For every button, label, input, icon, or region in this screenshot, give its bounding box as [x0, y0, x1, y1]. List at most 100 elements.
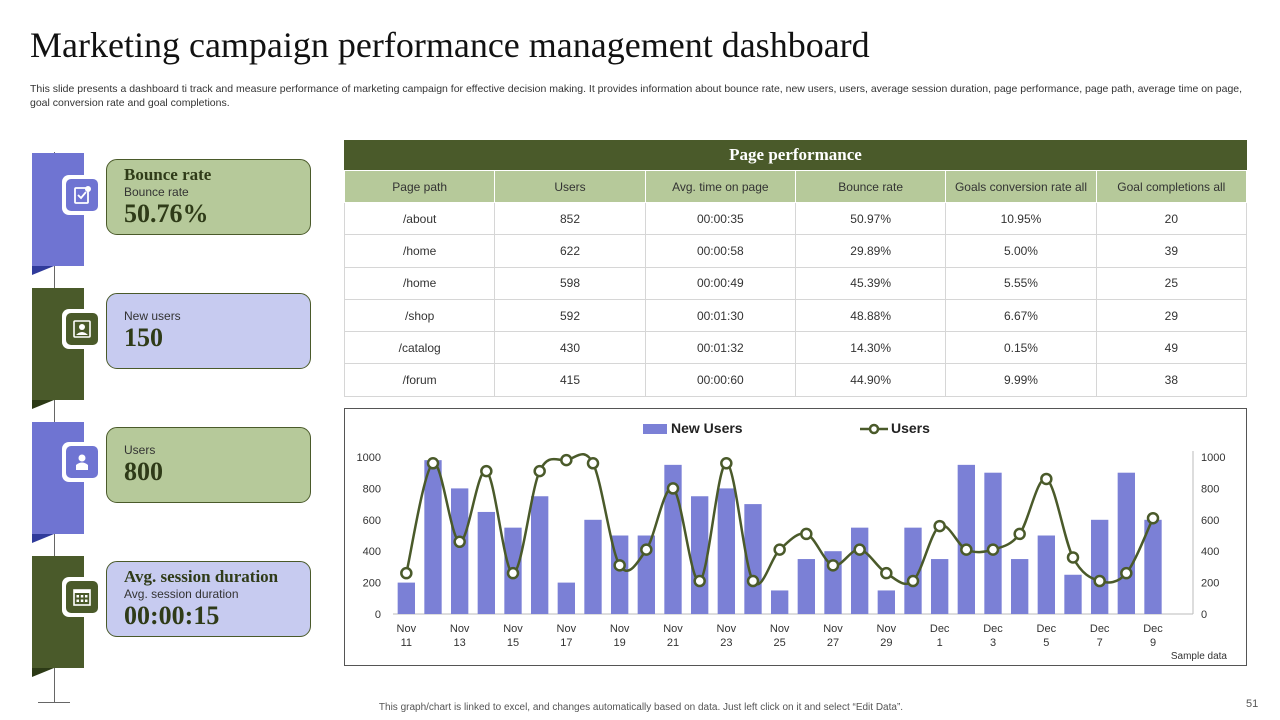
kpi-band-tip-3 [32, 534, 54, 543]
y2-tick-label: 400 [1201, 546, 1219, 558]
table-cell: /home [343, 266, 496, 300]
line-point [560, 453, 573, 467]
bar [797, 559, 815, 614]
table-cell: 430 [494, 331, 646, 365]
table-cell: 14.30% [794, 331, 947, 365]
line-point [586, 457, 600, 470]
page-number: 51 [1246, 698, 1259, 710]
calendar-grid-icon [62, 577, 102, 617]
bar [984, 472, 1002, 614]
x-tick-label: Nov [557, 623, 577, 635]
kpi-label: Bounce rate [124, 185, 189, 199]
sample-data-note: Sample data [1171, 651, 1228, 662]
table-cell: 00:00:35 [644, 201, 796, 236]
line-point [1093, 574, 1106, 588]
line-point [1040, 472, 1053, 486]
bar [771, 590, 789, 614]
chart-canvas: 0 0 200 200 400 400 600 600 800 800 1000 1000 Nov 11 N… [357, 420, 1228, 662]
y2-tick-label: 0 [1201, 609, 1207, 621]
table-header-row: Page path Users Avg. time on page Bounce… [343, 170, 1248, 203]
x-tick-label: 21 [667, 637, 679, 649]
legend-line-marker [868, 423, 880, 435]
y2-tick-label: 800 [1201, 483, 1219, 495]
user-id-icon [62, 309, 102, 349]
bar [717, 488, 735, 614]
table-row: /home 598 00:00:49 45.39% 5.55% 25 [343, 266, 1248, 300]
x-tick-label: Nov [717, 623, 737, 635]
kpi-value: 50.76% [124, 199, 209, 228]
table-cell: 852 [494, 201, 646, 236]
footer-text: This graph/chart is linked to excel, and… [378, 702, 904, 713]
bar [397, 582, 415, 614]
users-combo-chart: 0 0 200 200 400 400 600 600 800 800 1000 1000 Nov 11 N… [344, 408, 1247, 666]
bar [477, 511, 495, 614]
x-tick-label: 17 [560, 637, 572, 649]
kpi-band-tip-2 [32, 400, 54, 409]
x-tick-label: Dec [930, 623, 950, 635]
x-tick-label: Dec [1143, 623, 1163, 635]
page-performance-table: Page performance Page path Users Avg. ti… [343, 140, 1248, 397]
x-tick-label: Nov [397, 623, 417, 635]
line-point [853, 543, 866, 556]
line-point [400, 566, 413, 580]
x-tick-label: 29 [880, 637, 892, 649]
kpi-band-tip-1 [32, 266, 54, 275]
table-cell: 50.97% [794, 201, 947, 236]
x-tick-label: Nov [503, 623, 523, 635]
table-cell: 38 [1095, 363, 1248, 397]
table-cell: /catalog [343, 331, 496, 365]
line-point [826, 559, 840, 572]
line-point [613, 559, 626, 572]
clipboard-check-icon [62, 175, 102, 215]
kpi-card-users: Users 800 [106, 427, 311, 503]
timeline-base [38, 702, 70, 703]
y-tick-label: 800 [363, 483, 381, 495]
x-tick-label: 13 [454, 637, 466, 649]
legend-label: Users [891, 420, 930, 436]
table-cell: 29.89% [794, 234, 947, 268]
bar [957, 464, 975, 614]
x-tick-label: 15 [507, 637, 519, 649]
x-tick-label: 5 [1043, 637, 1049, 649]
legend-bar-swatch [643, 424, 667, 434]
kpi-value: 800 [124, 457, 163, 486]
x-tick-label: Nov [877, 623, 897, 635]
kpi-band-tip-4 [32, 668, 54, 677]
table-row: /shop 592 00:01:30 48.88% 6.67% 29 [343, 298, 1248, 333]
line-point [426, 457, 440, 470]
bar [904, 527, 922, 614]
col-header: Page path [343, 170, 496, 203]
page-subtitle: This slide presents a dashboard ti track… [30, 83, 1243, 109]
line-point [693, 574, 706, 588]
x-tick-label: 11 [401, 637, 412, 649]
table-cell: 00:01:30 [644, 298, 796, 333]
table-cell: 00:01:32 [644, 331, 796, 365]
bar [424, 460, 442, 614]
bar [1144, 519, 1162, 614]
y-tick-label: 200 [363, 578, 381, 590]
line-point [1120, 566, 1133, 580]
col-header: Bounce rate [794, 170, 947, 203]
bar [584, 519, 602, 614]
line-point [986, 543, 1000, 556]
x-tick-label: 9 [1150, 637, 1156, 649]
kpi-title: Avg. session duration [124, 567, 279, 586]
line-point [906, 574, 920, 588]
table-cell: 29 [1095, 298, 1248, 333]
table-cell: 6.67% [945, 298, 1097, 333]
line-point [533, 464, 546, 478]
y-tick-label: 0 [375, 609, 381, 621]
col-header: Goal completions all [1095, 170, 1248, 203]
table-cell: 598 [494, 266, 646, 300]
table-cell: 39 [1095, 234, 1248, 268]
bar [451, 488, 469, 614]
line-point [453, 535, 466, 549]
kpi-label: Avg. session duration [124, 587, 239, 601]
table-row: /forum 415 00:00:60 44.90% 9.99% 38 [343, 363, 1248, 397]
col-header: Goals conversion rate all [945, 170, 1097, 203]
line-point [933, 519, 946, 533]
bar [557, 582, 575, 614]
bar [531, 496, 549, 614]
table-cell: 5.55% [945, 266, 1097, 300]
line-point [960, 543, 973, 556]
